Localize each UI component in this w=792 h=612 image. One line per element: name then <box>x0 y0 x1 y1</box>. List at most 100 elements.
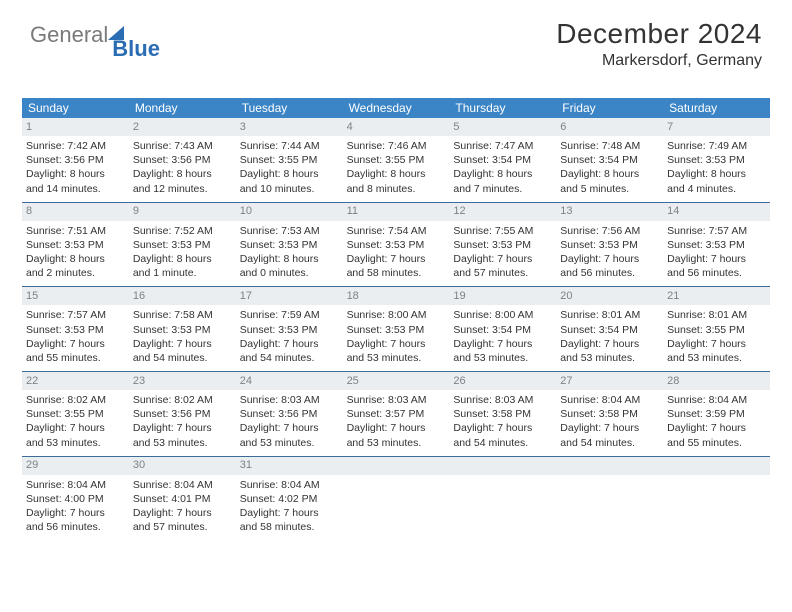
day-sunrise-line: Sunrise: 8:04 AM <box>240 478 339 492</box>
week-row: 1Sunrise: 7:42 AMSunset: 3:56 PMDaylight… <box>22 118 770 203</box>
day-d1-line: Daylight: 8 hours <box>240 252 339 266</box>
day-num-row: 20 <box>556 287 663 305</box>
day-d2-line: and 5 minutes. <box>560 182 659 196</box>
day-sunset-line: Sunset: 3:53 PM <box>560 238 659 252</box>
day-cell: 1Sunrise: 7:42 AMSunset: 3:56 PMDaylight… <box>22 118 129 202</box>
day-cell: 7Sunrise: 7:49 AMSunset: 3:53 PMDaylight… <box>663 118 770 202</box>
day-sunset-line: Sunset: 3:53 PM <box>347 238 446 252</box>
day-num-row: 22 <box>22 372 129 390</box>
day-number: 12 <box>453 204 465 219</box>
day-d2-line: and 54 minutes. <box>240 351 339 365</box>
day-sunrise-line: Sunrise: 7:56 AM <box>560 224 659 238</box>
day-number: 30 <box>133 458 145 473</box>
day-d1-line: Daylight: 8 hours <box>133 167 232 181</box>
weekday-cell: Saturday <box>663 98 770 118</box>
day-d1-line: Daylight: 8 hours <box>347 167 446 181</box>
day-d1-line: Daylight: 7 hours <box>26 506 125 520</box>
day-sunset-line: Sunset: 3:53 PM <box>240 323 339 337</box>
day-d1-line: Daylight: 8 hours <box>240 167 339 181</box>
day-cell: 30Sunrise: 8:04 AMSunset: 4:01 PMDayligh… <box>129 457 236 541</box>
day-d2-line: and 53 minutes. <box>560 351 659 365</box>
day-num-row <box>343 457 450 475</box>
day-cell: 8Sunrise: 7:51 AMSunset: 3:53 PMDaylight… <box>22 203 129 287</box>
week-row: 22Sunrise: 8:02 AMSunset: 3:55 PMDayligh… <box>22 372 770 457</box>
day-sunset-line: Sunset: 3:55 PM <box>26 407 125 421</box>
day-number: 29 <box>26 458 38 473</box>
day-d1-line: Daylight: 7 hours <box>347 252 446 266</box>
day-d1-line: Daylight: 8 hours <box>453 167 552 181</box>
day-d2-line: and 55 minutes. <box>667 436 766 450</box>
day-num-row: 8 <box>22 203 129 221</box>
week-row: 29Sunrise: 8:04 AMSunset: 4:00 PMDayligh… <box>22 457 770 541</box>
day-sunrise-line: Sunrise: 8:01 AM <box>560 308 659 322</box>
day-num-row: 10 <box>236 203 343 221</box>
weekday-cell: Friday <box>556 98 663 118</box>
day-d2-line: and 58 minutes. <box>240 520 339 534</box>
logo-word1: General <box>30 22 108 48</box>
day-num-row: 28 <box>663 372 770 390</box>
day-sunrise-line: Sunrise: 8:02 AM <box>26 393 125 407</box>
empty-day-cell <box>343 457 450 541</box>
day-cell: 21Sunrise: 8:01 AMSunset: 3:55 PMDayligh… <box>663 287 770 371</box>
day-sunset-line: Sunset: 3:58 PM <box>560 407 659 421</box>
day-number: 23 <box>133 374 145 389</box>
day-sunrise-line: Sunrise: 8:00 AM <box>347 308 446 322</box>
day-num-row: 13 <box>556 203 663 221</box>
day-sunset-line: Sunset: 4:00 PM <box>26 492 125 506</box>
week-row: 15Sunrise: 7:57 AMSunset: 3:53 PMDayligh… <box>22 287 770 372</box>
day-num-row: 1 <box>22 118 129 136</box>
day-d2-line: and 54 minutes. <box>560 436 659 450</box>
day-cell: 4Sunrise: 7:46 AMSunset: 3:55 PMDaylight… <box>343 118 450 202</box>
day-sunset-line: Sunset: 3:55 PM <box>667 323 766 337</box>
day-d1-line: Daylight: 7 hours <box>133 421 232 435</box>
empty-day-cell <box>663 457 770 541</box>
day-d2-line: and 57 minutes. <box>133 520 232 534</box>
day-sunrise-line: Sunrise: 8:04 AM <box>26 478 125 492</box>
day-sunset-line: Sunset: 4:02 PM <box>240 492 339 506</box>
day-sunset-line: Sunset: 3:53 PM <box>667 153 766 167</box>
day-num-row: 17 <box>236 287 343 305</box>
day-sunset-line: Sunset: 3:57 PM <box>347 407 446 421</box>
day-sunrise-line: Sunrise: 8:03 AM <box>347 393 446 407</box>
day-sunrise-line: Sunrise: 7:44 AM <box>240 139 339 153</box>
day-sunrise-line: Sunrise: 7:42 AM <box>26 139 125 153</box>
day-sunset-line: Sunset: 3:54 PM <box>560 153 659 167</box>
location: Markersdorf, Germany <box>556 52 762 70</box>
day-cell: 31Sunrise: 8:04 AMSunset: 4:02 PMDayligh… <box>236 457 343 541</box>
day-d2-line: and 55 minutes. <box>26 351 125 365</box>
day-num-row: 5 <box>449 118 556 136</box>
day-sunrise-line: Sunrise: 7:55 AM <box>453 224 552 238</box>
day-num-row: 25 <box>343 372 450 390</box>
empty-day-cell <box>449 457 556 541</box>
day-sunrise-line: Sunrise: 7:49 AM <box>667 139 766 153</box>
day-number: 6 <box>560 120 566 135</box>
day-d2-line: and 10 minutes. <box>240 182 339 196</box>
weekday-cell: Wednesday <box>343 98 450 118</box>
day-sunset-line: Sunset: 3:55 PM <box>347 153 446 167</box>
day-num-row: 12 <box>449 203 556 221</box>
day-d1-line: Daylight: 7 hours <box>26 421 125 435</box>
day-number: 5 <box>453 120 459 135</box>
day-sunrise-line: Sunrise: 8:02 AM <box>133 393 232 407</box>
day-sunrise-line: Sunrise: 7:58 AM <box>133 308 232 322</box>
day-d2-line: and 57 minutes. <box>453 266 552 280</box>
day-cell: 16Sunrise: 7:58 AMSunset: 3:53 PMDayligh… <box>129 287 236 371</box>
day-num-row: 7 <box>663 118 770 136</box>
day-d1-line: Daylight: 7 hours <box>347 337 446 351</box>
day-num-row: 31 <box>236 457 343 475</box>
day-num-row: 19 <box>449 287 556 305</box>
day-d1-line: Daylight: 7 hours <box>347 421 446 435</box>
day-sunrise-line: Sunrise: 7:53 AM <box>240 224 339 238</box>
month-title: December 2024 <box>556 18 762 50</box>
day-num-row: 15 <box>22 287 129 305</box>
weekday-cell: Sunday <box>22 98 129 118</box>
day-cell: 25 Sunrise: 8:03 AMSunset: 3:57 PMDayligh… <box>343 372 450 456</box>
day-sunrise-line: Sunrise: 7:43 AM <box>133 139 232 153</box>
day-sunset-line: Sunset: 3:53 PM <box>240 238 339 252</box>
day-sunset-line: Sunset: 3:59 PM <box>667 407 766 421</box>
day-num-row: 11 <box>343 203 450 221</box>
day-sunrise-line: Sunrise: 7:59 AM <box>240 308 339 322</box>
day-cell: 9Sunrise: 7:52 AMSunset: 3:53 PMDaylight… <box>129 203 236 287</box>
day-number: 27 <box>560 374 572 389</box>
day-d1-line: Daylight: 7 hours <box>667 252 766 266</box>
